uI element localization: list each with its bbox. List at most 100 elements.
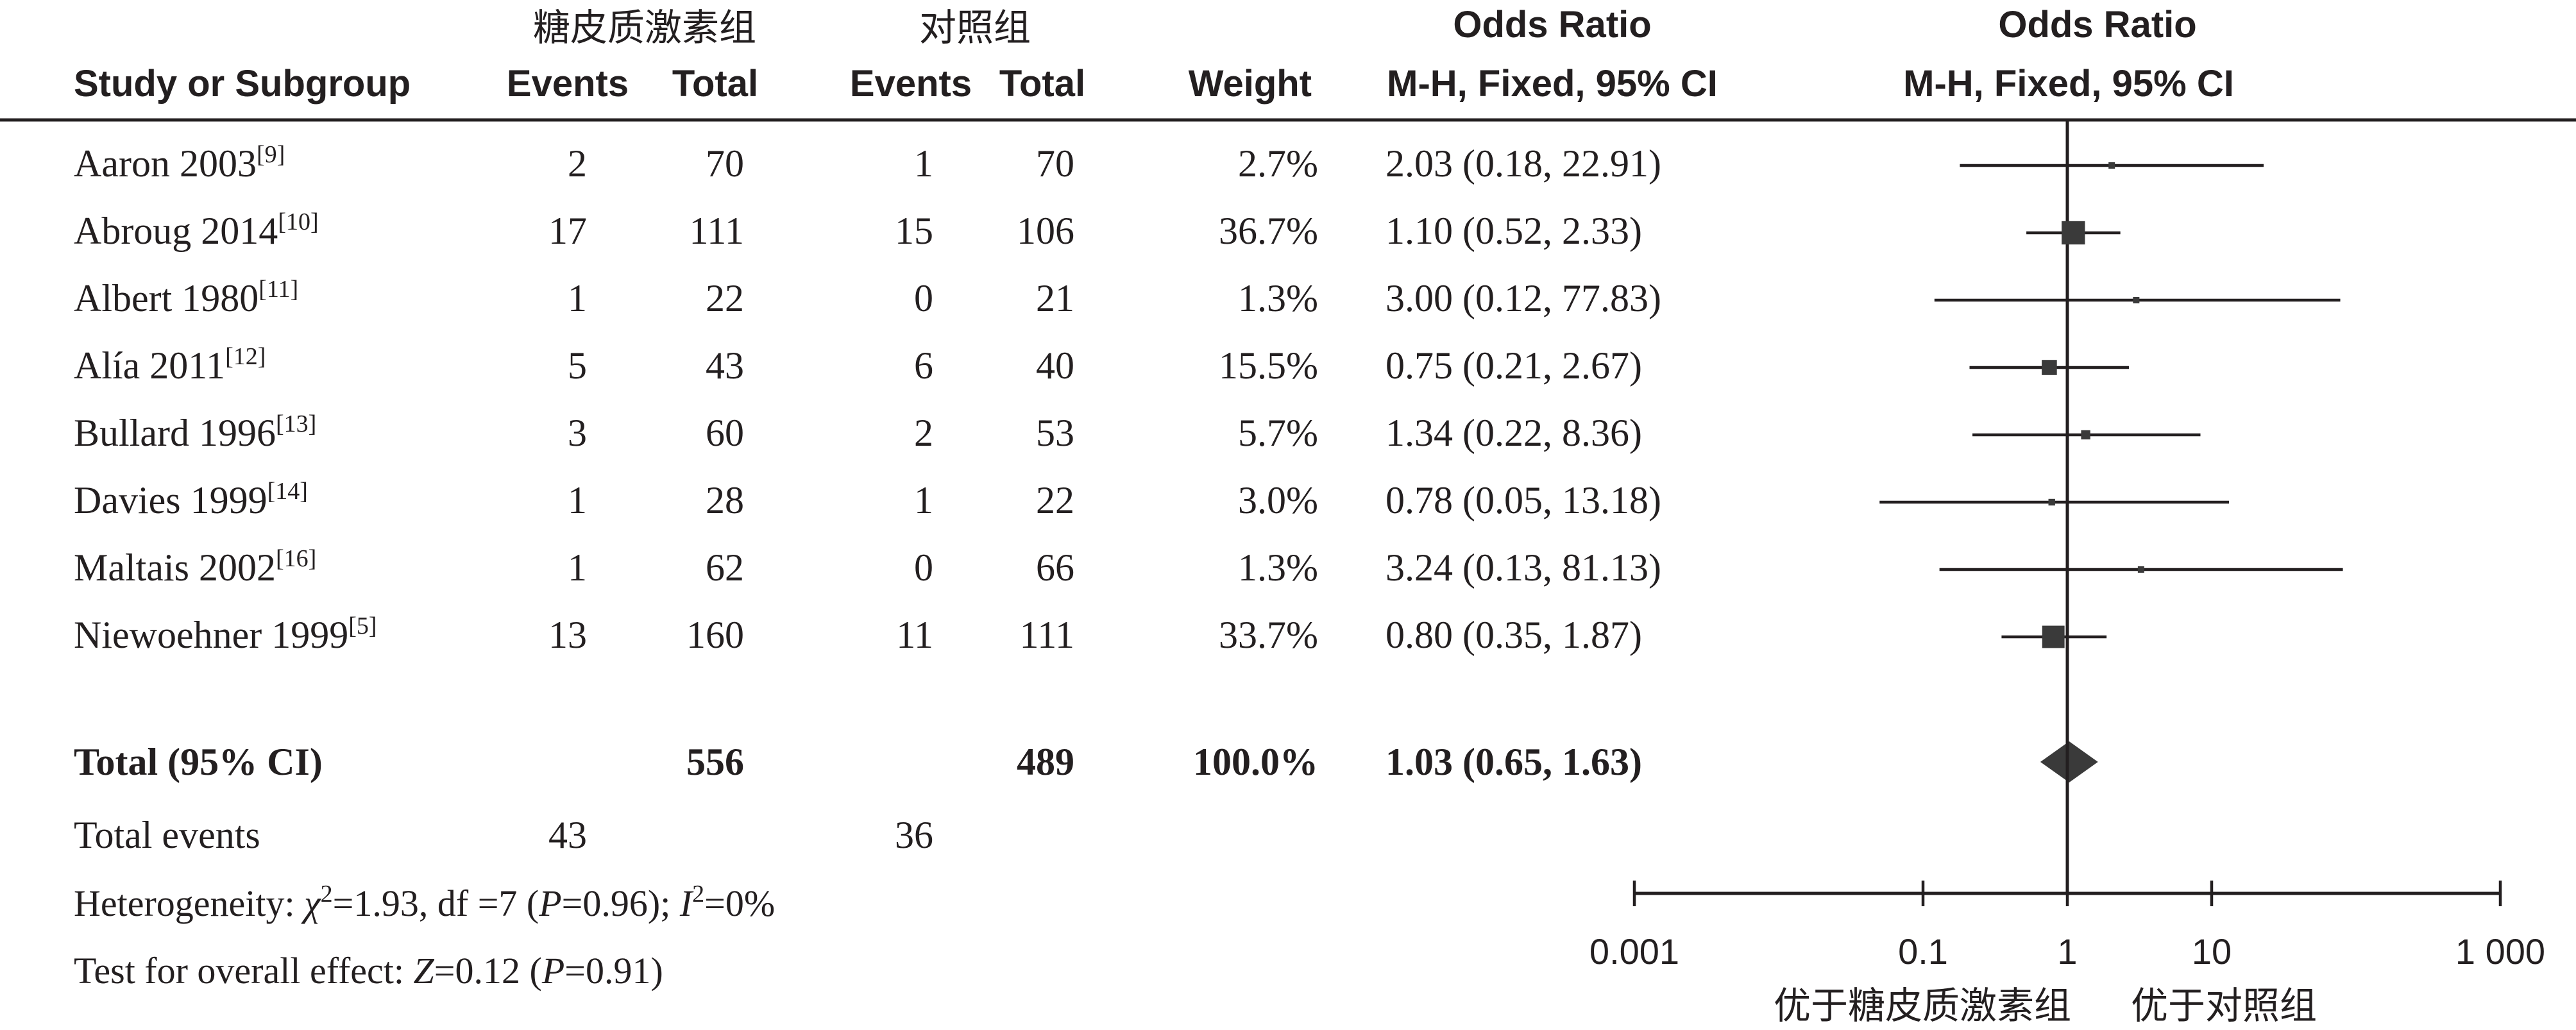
group2-events: 15 [895, 210, 933, 252]
group1-title: 糖皮质激素组 [533, 7, 756, 49]
group2-title: 对照组 [919, 7, 1031, 49]
group1-events: 2 [568, 142, 587, 185]
study-square-marker [2042, 360, 2057, 375]
study-name: Davies 1999[14] [74, 478, 308, 521]
group2-events: 2 [914, 412, 933, 454]
group1-total: 43 [706, 344, 744, 387]
study-ci-text: 3.00 (0.12, 77.83) [1385, 277, 1661, 319]
group2-events: 1 [914, 142, 933, 185]
x-tick-label: 1 [2057, 931, 2077, 972]
study-row: Davies 1999[14] 1 28 1 22 3.0% 0.78 (0.05, 13.… [74, 478, 1661, 521]
study-square-marker [2062, 221, 2085, 245]
total-label: Total (95% CI) [74, 741, 323, 783]
group1-total: 22 [706, 277, 744, 319]
group1-total: 28 [706, 479, 744, 521]
group1-events: 1 [568, 479, 587, 521]
study-name: Niewoehner 1999[5] [74, 612, 377, 656]
group2-total: 40 [1036, 344, 1074, 387]
study-name: Bullard 1996[13] [74, 410, 316, 454]
study-square-marker [2108, 162, 2115, 169]
study-weight: 33.7% [1219, 614, 1318, 656]
study-ci-text: 0.78 (0.05, 13.18) [1385, 479, 1661, 521]
group2-total-header: Total [999, 63, 1085, 105]
study-name: Abroug 2014[10] [74, 208, 319, 252]
group1-total: 60 [706, 412, 744, 454]
group1-total: 70 [706, 142, 744, 185]
study-square-marker [2042, 625, 2065, 648]
favours-control-label: 优于对照组 [2131, 985, 2317, 1027]
study-square-marker [2048, 498, 2055, 506]
group1-events-header: Events [507, 63, 629, 105]
study-ci-text: 1.34 (0.22, 8.36) [1385, 412, 1642, 454]
group1-events: 17 [548, 210, 587, 252]
group1-total: 62 [706, 546, 744, 589]
study-name: Alía 2011[12] [74, 343, 266, 387]
group1-total: 111 [689, 210, 744, 252]
group2-total: 106 [1017, 210, 1074, 252]
group2-total: 53 [1036, 412, 1074, 454]
group2-total: 66 [1036, 546, 1074, 589]
group2-total: 22 [1036, 479, 1074, 521]
group2-events: 6 [914, 344, 933, 387]
pooled-estimate-diamond [2040, 741, 2098, 782]
group2-events: 1 [914, 479, 933, 521]
x-tick-label: 10 [2192, 931, 2232, 972]
group1-events: 1 [568, 546, 587, 589]
study-weight: 1.3% [1238, 546, 1318, 589]
group2-total: 111 [1019, 614, 1074, 656]
total-events-group2: 36 [895, 814, 933, 856]
weight-header: Weight [1189, 63, 1312, 105]
group2-total: 21 [1036, 277, 1074, 319]
study-rows: Aaron 2003[9] 2 70 1 70 2.7% 2.03 (0.18, 22.91… [74, 141, 1661, 656]
group2-events: 0 [914, 546, 933, 589]
study-markers [1879, 162, 2343, 648]
group2-events-header: Events [850, 63, 972, 105]
study-weight: 2.7% [1238, 142, 1318, 185]
total-events-group1: 43 [548, 814, 587, 856]
total-group1-total: 556 [686, 741, 744, 783]
study-ci-text: 0.75 (0.21, 2.67) [1385, 344, 1642, 387]
study-ci-text: 1.10 (0.52, 2.33) [1385, 210, 1642, 252]
x-tick-label: 0.1 [1898, 931, 1948, 972]
study-name: Maltais 2002[16] [74, 545, 316, 589]
study-weight: 5.7% [1238, 412, 1318, 454]
study-ci-text: 3.24 (0.13, 81.13) [1385, 546, 1661, 589]
study-row: Alía 2011[12] 5 43 6 40 15.5% 0.75 (0.21, 2.67… [74, 343, 1642, 387]
study-row: Abroug 2014[10] 17 111 15 106 36.7% 1.10 (0.52… [74, 208, 1642, 252]
table-header: 糖皮质激素组 对照组 Odds Ratio Odds Ratio Study o… [0, 4, 2576, 122]
or-method-plot: M-H, Fixed, 95% CI [1903, 63, 2234, 105]
study-row: Albert 1980[11] 1 22 0 21 1.3% 3.00 (0.12, 77.… [74, 276, 1661, 319]
group2-total: 70 [1036, 142, 1074, 185]
study-ci-text: 0.80 (0.35, 1.87) [1385, 614, 1642, 656]
study-row: Niewoehner 1999[5] 13 160 11 111 33.7% 0.80 (0… [74, 612, 1642, 656]
total-ci-text: 1.03 (0.65, 1.63) [1385, 741, 1642, 783]
group1-total: 160 [686, 614, 744, 656]
total-events-row: Total events 43 36 [74, 814, 933, 856]
x-axis-ticks: 0.001 0.1 1 10 1 000 [1589, 881, 2545, 972]
total-row: Total (95% CI) 556 489 100.0% 1.03 (0.65… [74, 741, 2098, 783]
or-title-plot: Odds Ratio [1998, 4, 2196, 46]
group1-events: 3 [568, 412, 587, 454]
study-weight: 15.5% [1219, 344, 1318, 387]
study-ci-text: 2.03 (0.18, 22.91) [1385, 142, 1661, 185]
x-tick-label: 0.001 [1589, 931, 1679, 972]
overall-effect-text: Test for overall effect: Z=0.12 (P=0.91) [74, 950, 663, 992]
group2-events: 11 [896, 614, 933, 656]
group1-events: 1 [568, 277, 587, 319]
x-tick-label: 1 000 [2455, 931, 2545, 972]
total-weight: 100.0% [1193, 741, 1318, 783]
study-name: Albert 1980[11] [74, 276, 298, 319]
total-events-label: Total events [74, 814, 260, 856]
study-square-marker [2133, 297, 2140, 303]
or-method-table: M-H, Fixed, 95% CI [1387, 63, 1718, 105]
group2-events: 0 [914, 277, 933, 319]
total-group2-total: 489 [1017, 741, 1074, 783]
favours-steroid-label: 优于糖皮质激素组 [1774, 985, 2071, 1027]
study-name: Aaron 2003[9] [74, 141, 285, 185]
study-row: Bullard 1996[13] 3 60 2 53 5.7% 1.34 (0.22, 8.… [74, 410, 1642, 454]
group1-events: 5 [568, 344, 587, 387]
study-square-marker [2081, 430, 2090, 440]
heterogeneity-text: Heterogeneity: χ2=1.93, df =7 (P=0.96); … [74, 881, 775, 924]
study-weight: 1.3% [1238, 277, 1318, 319]
